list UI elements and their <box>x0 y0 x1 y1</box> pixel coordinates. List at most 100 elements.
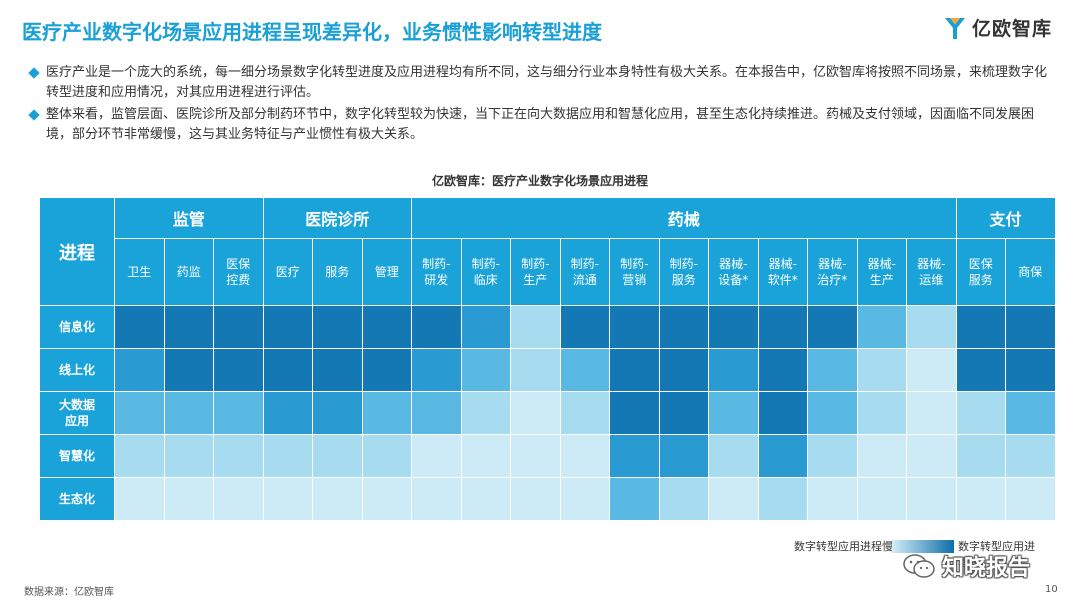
bullet-item: 整体来看，监管层面、医院诊所及部分制药环节中，数字化转型较为快速，当下正在向大数… <box>28 105 1058 145</box>
heatmap-cell <box>708 391 759 435</box>
heatmap-cell <box>510 305 561 349</box>
corner-label: 进程 <box>39 197 115 306</box>
heatmap-cell <box>559 477 610 521</box>
chart-title: 亿欧智库：医疗产业数字化场景应用进程 <box>431 174 648 188</box>
bullet-text: 整体来看，监管层面、医院诊所及部分制药环节中，数字化转型较为快速，当下正在向大数… <box>46 107 1035 142</box>
heatmap-cell <box>856 305 907 349</box>
heatmap-cell <box>411 477 462 521</box>
heatmap-cell <box>559 391 610 435</box>
heatmap-cell <box>460 305 511 349</box>
column-header: 制药- 临床 <box>460 238 511 306</box>
column-header: 器械- 软件* <box>757 238 808 306</box>
bullet-item: 医疗产业是一个庞大的系统，每一细分场景数字化转型进度及应用进程均有所不同，这与细… <box>28 63 1058 103</box>
heatmap-cell <box>361 305 412 349</box>
heatmap-cell <box>955 348 1006 392</box>
heatmap-cell <box>807 434 858 478</box>
heatmap-cell <box>114 477 165 521</box>
heatmap-cell <box>460 434 511 478</box>
heatmap-cell <box>807 391 858 435</box>
heatmap-cell <box>807 348 858 392</box>
group-header: 医院诊所 <box>262 197 412 239</box>
column-header: 器械- 设备* <box>708 238 759 306</box>
heatmap-cell <box>856 434 907 478</box>
logo-text: 亿欧智库 <box>971 18 1052 40</box>
heatmap-cell <box>361 391 412 435</box>
row-header: 智慧化 <box>39 434 115 478</box>
heatmap-cell <box>757 391 808 435</box>
heatmap-cell <box>1005 305 1056 349</box>
diamond-bullet-icon <box>28 67 40 79</box>
group-header: 监管 <box>114 197 264 239</box>
group-header: 药械 <box>411 197 957 239</box>
heatmap-cell <box>955 477 1006 521</box>
heatmap-cell <box>658 391 709 435</box>
group-header-row: 进程 监管 医院诊所 药械 支付 <box>39 197 1056 306</box>
column-header: 器械- 生产 <box>856 238 907 306</box>
heatmap-cell <box>213 477 264 521</box>
row-header: 线上化 <box>39 348 115 392</box>
heatmap-cell <box>609 348 660 392</box>
heatmap-cell <box>361 434 412 478</box>
column-header: 医保 服务 <box>955 238 1006 306</box>
heatmap-cell <box>559 348 610 392</box>
bullet-list: 医疗产业是一个庞大的系统，每一细分场景数字化转型进度及应用进程均有所不同，这与细… <box>28 63 1058 147</box>
heatmap-cell <box>262 391 313 435</box>
row-header: 信息化 <box>39 305 115 349</box>
column-header: 服务 <box>312 238 363 306</box>
heatmap-cell <box>559 305 610 349</box>
heatmap-cell <box>312 348 363 392</box>
heatmap-cell <box>213 348 264 392</box>
heatmap-cell <box>807 305 858 349</box>
heatmap-cell <box>807 477 858 521</box>
heatmap-cell <box>658 305 709 349</box>
yiou-logo-icon <box>944 17 965 39</box>
heatmap-cell <box>114 434 165 478</box>
heatmap-cell <box>510 391 561 435</box>
heatmap-cell <box>312 305 363 349</box>
heatmap-cell <box>906 391 957 435</box>
column-header: 卫生 <box>114 238 165 306</box>
heatmap-cell <box>906 348 957 392</box>
legend-low-label: 数字转型应用进程慢 <box>794 540 893 553</box>
heatmap-table: 进程 监管 医院诊所 药械 支付 卫生 药监 医保 控费 医疗 服务 管理 制药- 研发 制药- 临床 制药- 生… <box>39 197 1056 521</box>
heatmap-cell <box>114 305 165 349</box>
heatmap-cell <box>856 391 907 435</box>
heatmap-cell <box>262 434 313 478</box>
bullet-text: 医疗产业是一个庞大的系统，每一细分场景数字化转型进度及应用进程均有所不同，这与细… <box>46 65 1048 100</box>
heatmap-cell <box>262 348 313 392</box>
heatmap-cell <box>460 477 511 521</box>
wechat-icon <box>903 554 935 578</box>
column-header: 制药- 流通 <box>559 238 610 306</box>
heatmap-cell <box>460 348 511 392</box>
diamond-bullet-icon <box>28 109 40 121</box>
heatmap-cell <box>411 391 462 435</box>
column-header: 管理 <box>361 238 412 306</box>
column-header: 制药- 营销 <box>609 238 660 306</box>
heatmap-cell <box>658 434 709 478</box>
heatmap-cell <box>312 477 363 521</box>
heatmap-cell <box>213 391 264 435</box>
heatmap-cell <box>609 305 660 349</box>
column-header-row: 卫生 药监 医保 控费 医疗 服务 管理 制药- 研发 制药- 临床 制药- 生产 制药- 流通 制药- 营销制… <box>40 238 1056 306</box>
heatmap-cell <box>955 434 1006 478</box>
heatmap-cell <box>460 391 511 435</box>
legend-high-label: 数字转型应用进程快 <box>958 540 1035 569</box>
heatmap-cell <box>757 348 808 392</box>
row-header: 生态化 <box>39 477 115 521</box>
heatmap-cell <box>906 477 957 521</box>
column-header: 制药- 服务 <box>658 238 709 306</box>
column-header: 医疗 <box>262 238 313 306</box>
heatmap-cell <box>1005 348 1056 392</box>
heatmap-cell <box>312 391 363 435</box>
heatmap-cell <box>708 348 759 392</box>
heatmap-cell <box>1005 477 1056 521</box>
column-header: 器械- 治疗* <box>807 238 858 306</box>
heatmap-cell <box>114 391 165 435</box>
legend-gradient-bar <box>892 540 954 553</box>
heatmap-cell <box>955 305 1006 349</box>
heatmap-cell <box>559 434 610 478</box>
heatmap-cell <box>213 305 264 349</box>
heatmap-cell <box>163 477 214 521</box>
heatmap-cell <box>906 434 957 478</box>
heatmap-cell <box>163 348 214 392</box>
